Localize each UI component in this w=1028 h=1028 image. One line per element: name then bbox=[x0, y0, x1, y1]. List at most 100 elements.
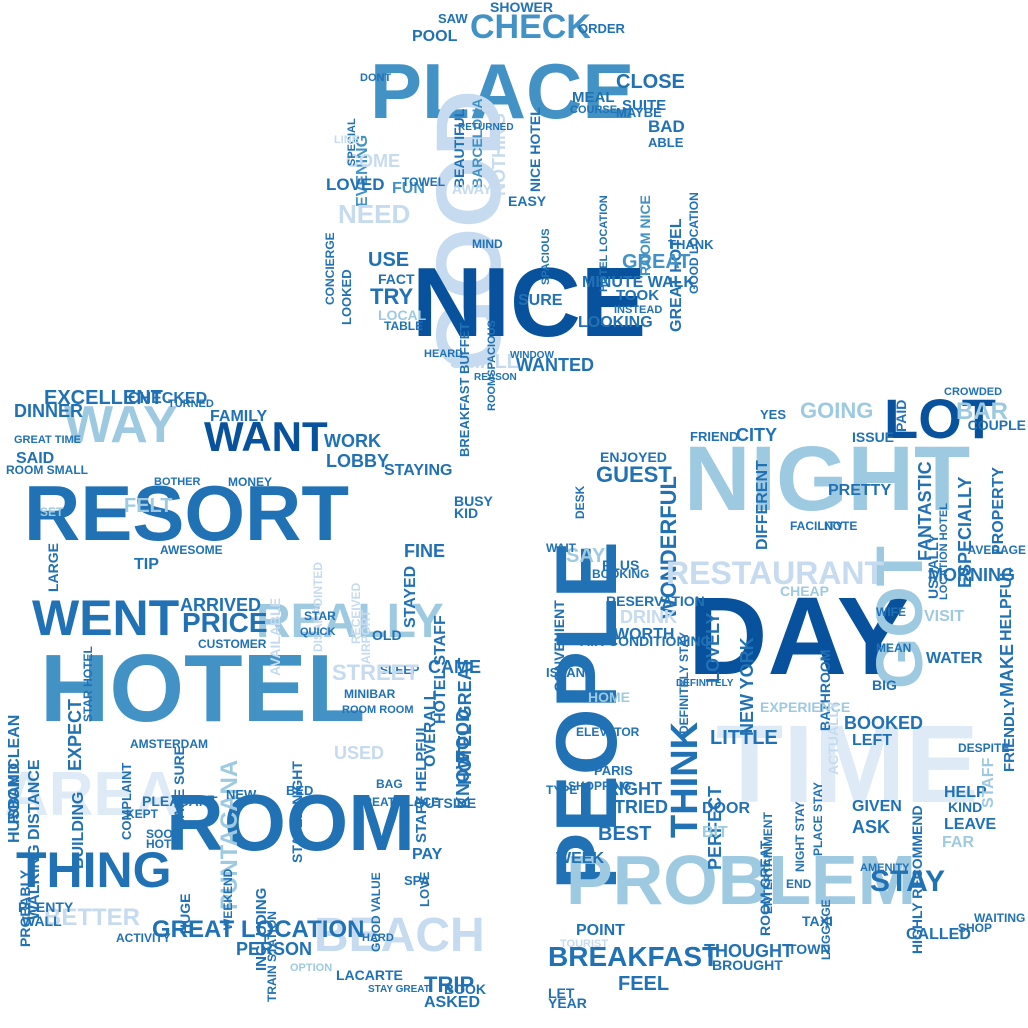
cloud-word: FINE bbox=[404, 541, 446, 561]
cloud-word: FAMILY bbox=[210, 408, 268, 425]
cloud-word: POINT bbox=[576, 922, 625, 939]
cloud-word: BUSY bbox=[454, 493, 493, 509]
cloud-word: EXCELLENT bbox=[44, 387, 163, 409]
cloud-word: PROPERTY bbox=[990, 466, 1007, 555]
cloud-word: MAKE bbox=[997, 644, 1017, 698]
cloud-word: RESTAURANT bbox=[666, 555, 885, 591]
cloud-word: PERSON bbox=[236, 939, 313, 959]
cloud-word: YES bbox=[760, 407, 787, 422]
cloud-word: LOCAL bbox=[378, 307, 427, 323]
cloud-word: KEPT bbox=[126, 807, 159, 821]
cloud-word: ROOM CLEAN bbox=[6, 714, 23, 824]
cloud-word: SHOP bbox=[958, 921, 993, 935]
cloud-word: TAXI bbox=[802, 913, 833, 929]
cloud-word: DESPITE bbox=[958, 741, 1010, 755]
cloud-word: STAFF bbox=[980, 757, 997, 808]
cloud-word: GOING bbox=[800, 398, 874, 423]
cloud-word: BOOKED bbox=[844, 713, 924, 733]
cloud-word: THANK bbox=[668, 237, 714, 252]
cloud-word: ASKED bbox=[424, 994, 481, 1011]
cloud-word: FEEL bbox=[618, 973, 670, 995]
cloud-word: RIGHT bbox=[606, 779, 662, 799]
cloud-word: GREAT TIME bbox=[14, 434, 82, 446]
cloud-word: ROOM ROOM bbox=[342, 704, 414, 716]
cloud-word: THING bbox=[16, 842, 172, 898]
cloud-word: ROOM SMALL bbox=[6, 463, 88, 477]
cloud-word: OUTSIDE bbox=[414, 795, 477, 811]
cloud-word: FACILITY bbox=[790, 519, 844, 533]
cloud-word: ROOM bbox=[166, 778, 415, 867]
cloud-word: BIT bbox=[702, 824, 728, 841]
cloud-word: OVERALL bbox=[422, 690, 439, 768]
cloud-word: SPACIOUS bbox=[540, 228, 552, 285]
cloud-word: BOOKING bbox=[592, 567, 650, 581]
cloud-word: REASON bbox=[474, 372, 517, 383]
cloud-word: WATER bbox=[926, 650, 983, 667]
cloud-word: BUILDING bbox=[70, 791, 87, 869]
cloud-word: ACTIVITY bbox=[116, 931, 171, 945]
cloud-word: COME bbox=[346, 151, 400, 171]
cloud-word: PLENTY bbox=[18, 899, 74, 915]
cloud-word: WENT bbox=[32, 590, 180, 646]
cloud-word: CITY bbox=[736, 425, 778, 445]
cloud-word: PRICE bbox=[182, 607, 268, 638]
cloud-word: WORK bbox=[324, 431, 381, 451]
cloud-word: BIG bbox=[872, 677, 897, 693]
cloud-word: PROBLEM bbox=[566, 841, 916, 919]
cloud-word: PLUS bbox=[602, 557, 640, 573]
cloud-word: MIND bbox=[472, 237, 503, 251]
cloud-word: USED bbox=[334, 743, 385, 763]
cloud-word: DISAPPOINTED bbox=[311, 562, 325, 653]
cloud-word: TRY bbox=[370, 284, 414, 309]
cloud-word: THOUGHT bbox=[704, 941, 793, 961]
cloud-word: RESORT bbox=[24, 469, 350, 557]
cloud-word: HEARD bbox=[424, 348, 464, 360]
cloud-word: YEAR bbox=[548, 995, 587, 1011]
cloud-word: LET bbox=[548, 985, 575, 1001]
cloud-word: PARIS bbox=[594, 763, 633, 778]
cloud-word: TOWEL bbox=[402, 175, 446, 189]
cloud-word: POOL bbox=[412, 28, 458, 45]
cloud-word: SURE bbox=[518, 292, 563, 309]
cloud-word: WANT bbox=[204, 413, 328, 460]
cloud-word: MAYBE bbox=[616, 105, 662, 120]
cloud-word: PAY bbox=[412, 846, 443, 863]
cloud-word: QUICK bbox=[300, 626, 336, 638]
cloud-word: SAID bbox=[16, 450, 55, 467]
cloud-word: TURNED bbox=[168, 398, 214, 410]
cloud-word: STAR bbox=[304, 609, 336, 623]
cloud-word: PLACE bbox=[370, 47, 635, 135]
cloud-word: STAYED NIGHT bbox=[289, 760, 305, 863]
cloud-word: SHOWER bbox=[490, 0, 553, 15]
cloud-word: DAY bbox=[688, 575, 911, 698]
cloud-word: GREAT bbox=[622, 251, 691, 273]
cloud-word: PLACE STAY bbox=[811, 781, 825, 856]
cloud-word: DINNER bbox=[14, 401, 84, 421]
cloud-word: WAIT bbox=[546, 541, 576, 555]
cloud-word: AVAILABLE bbox=[267, 597, 283, 676]
cloud-word: TRIED bbox=[614, 797, 668, 817]
cloud-word: DIFFERENT bbox=[754, 460, 771, 551]
cloud-word: AWAY bbox=[452, 181, 492, 197]
cloud-word: FAR bbox=[942, 834, 974, 851]
cloud-word: EASY bbox=[508, 193, 547, 209]
cloud-word: CHECKED bbox=[128, 390, 208, 407]
cloud-word: AREA bbox=[4, 760, 180, 829]
cloud-word: NICE HOTEL bbox=[527, 107, 543, 192]
cloud-word: AMENITY bbox=[860, 862, 910, 874]
cloud-word: SLEEP bbox=[380, 663, 420, 677]
cloud-word: DRINK bbox=[620, 607, 677, 627]
cloud-word: NEW bbox=[226, 787, 257, 802]
cloud-word: REALLY bbox=[256, 595, 444, 648]
cloud-word: LOCATION HOTEL bbox=[938, 503, 950, 601]
cloud-word: AWESOME bbox=[160, 543, 223, 557]
cloud-word: WAY bbox=[64, 396, 178, 454]
cloud-word: FRIENDLY bbox=[1001, 698, 1018, 772]
cloud-word: EXPERIENCE bbox=[760, 699, 851, 715]
cloud-word: NIGHT bbox=[684, 428, 971, 530]
cloud-word: NEW YORK bbox=[737, 637, 757, 737]
cloud-word: TRIP bbox=[424, 972, 475, 997]
cloud-word: MONEY bbox=[228, 475, 273, 489]
cloud-word: HELP bbox=[944, 784, 987, 801]
